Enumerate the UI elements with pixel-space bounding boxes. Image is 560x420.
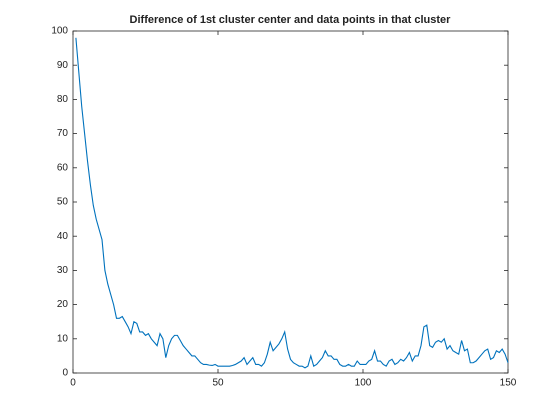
y-tick-label: 30 [57, 265, 69, 276]
y-tick-label: 60 [57, 162, 69, 173]
y-tick-label: 100 [51, 26, 68, 37]
y-tick-label: 40 [57, 231, 69, 242]
x-tick-label: 150 [500, 378, 517, 389]
y-tick-label: 0 [62, 368, 68, 379]
x-tick-label: 0 [70, 378, 76, 389]
x-tick-label: 50 [212, 378, 224, 389]
y-tick-label: 20 [57, 299, 69, 310]
y-tick-label: 90 [57, 60, 69, 71]
y-tick-label: 80 [57, 94, 69, 105]
y-tick-label: 70 [57, 128, 69, 139]
x-tick-label: 100 [355, 378, 372, 389]
y-tick-label: 10 [57, 333, 69, 344]
plot-box [72, 30, 509, 374]
line [75, 37, 509, 369]
y-tick-label: 50 [57, 197, 69, 208]
chart-title: Difference of 1st cluster center and dat… [130, 14, 452, 26]
